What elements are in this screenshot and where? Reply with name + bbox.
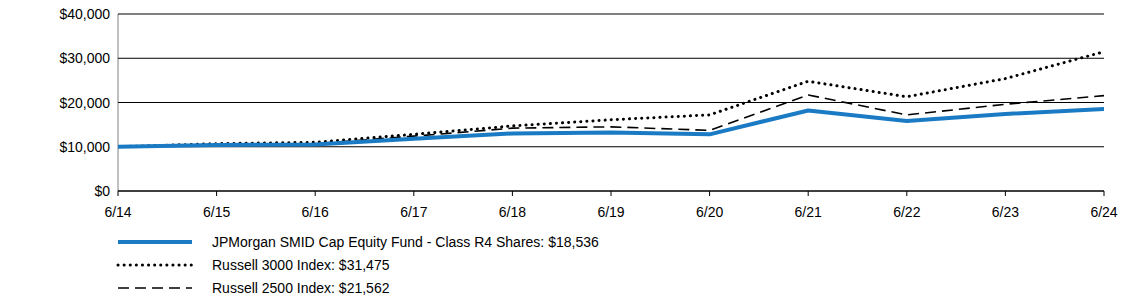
x-tick-label: 6/17 [400,204,427,220]
x-tick [808,191,809,196]
x-tick [216,191,217,196]
x-tick-label: 6/24 [1090,204,1117,220]
x-tick [709,191,710,196]
x-tick-label: 6/18 [499,204,526,220]
y-tick-label: $30,000 [59,50,110,66]
x-tick-label: 6/21 [795,204,822,220]
grid-line [118,102,1104,103]
x-tick [315,191,316,196]
x-tick-label: 6/16 [302,204,329,220]
x-tick [512,191,513,196]
legend-label: Russell 3000 Index: $31,475 [212,257,390,273]
legend-label: Russell 2500 Index: $21,562 [212,280,390,296]
legend: JPMorgan SMID Cap Equity Fund - Class R4… [118,234,599,296]
y-axis [118,14,119,191]
lines [118,52,1104,147]
legend-swatch [118,287,192,289]
chart: $0 $10,000 $20,000 $30,000 $40,000 6/14 6/15 6/… [0,0,1129,304]
legend-swatch [118,240,192,244]
x-tick-label: 6/14 [104,204,131,220]
x-tick-label: 6/23 [992,204,1019,220]
x-tick [413,191,414,196]
series-line [118,109,1104,147]
x-tick [1104,191,1105,196]
x-tick-label: 6/15 [203,204,230,220]
y-tick-label: $40,000 [59,6,110,22]
x-tick [1005,191,1006,196]
legend-swatch [118,264,192,267]
y-tick-label: $0 [94,183,110,199]
x-tick-label: 6/19 [597,204,624,220]
x-tick [906,191,907,196]
y-tick-label: $10,000 [59,139,110,155]
grid-line [118,14,1104,15]
x-tick-label: 6/20 [696,204,723,220]
grid [118,14,1104,191]
series-line [118,52,1104,147]
legend-label: JPMorgan SMID Cap Equity Fund - Class R4… [212,234,599,250]
grid-line [118,58,1104,59]
y-tick-label: $20,000 [59,95,110,111]
x-tick [118,191,119,196]
x-tick-label: 6/22 [893,204,920,220]
x-tick [611,191,612,196]
